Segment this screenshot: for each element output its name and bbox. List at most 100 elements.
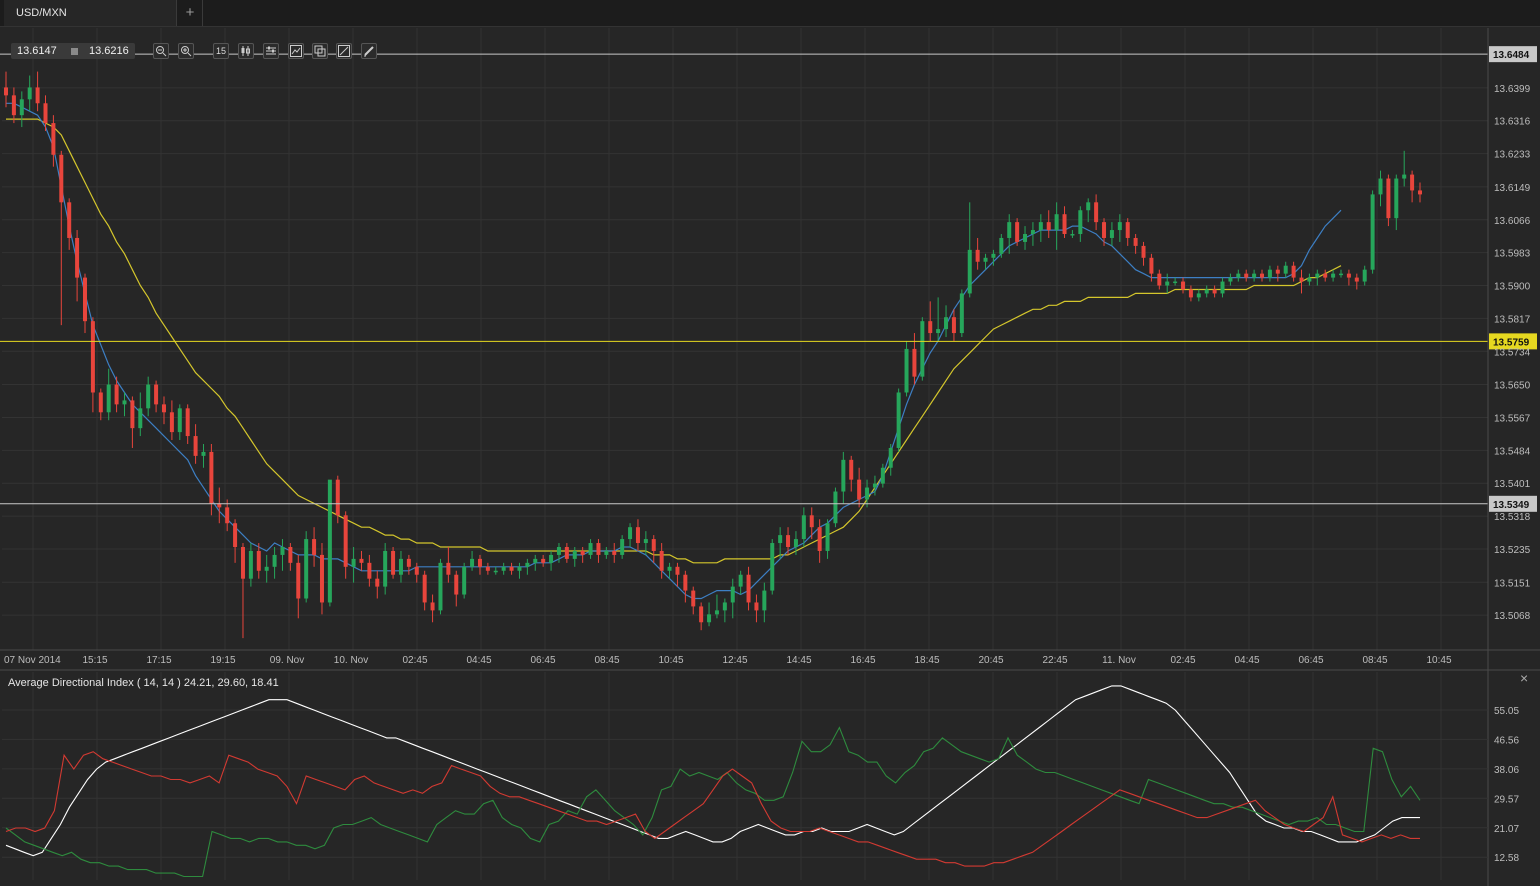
add-tab-button[interactable]: + — [178, 0, 203, 26]
price-tick-label: 13.5983 — [1494, 249, 1531, 260]
adx-tick-label: 12.58 — [1494, 853, 1519, 864]
price-level-label: 13.6484 — [1493, 50, 1530, 61]
candle-body — [1165, 281, 1170, 286]
candle-body — [1109, 230, 1114, 238]
candle — [1102, 218, 1107, 246]
candle-body — [549, 554, 554, 563]
candle-body — [485, 566, 490, 571]
candle-body — [90, 321, 95, 393]
candle — [1117, 214, 1122, 242]
candle — [1354, 273, 1359, 290]
zoom-out-icon — [156, 46, 167, 57]
candle-body — [1339, 273, 1344, 276]
adx-tick-label: 21.07 — [1494, 824, 1519, 835]
candle — [849, 455, 854, 492]
candle — [762, 582, 767, 623]
adx-line — [5, 685, 1420, 857]
candle-body — [1125, 222, 1130, 238]
candle-body — [51, 123, 56, 155]
candle-body — [525, 562, 530, 567]
interval-button[interactable]: 15 — [213, 43, 229, 59]
candle — [944, 305, 949, 338]
candle — [59, 150, 64, 326]
candle-body — [406, 558, 411, 567]
candle-body — [746, 574, 751, 603]
candle — [1030, 222, 1035, 246]
candle-body — [98, 392, 103, 413]
price-level-badge — [1489, 333, 1537, 350]
candle-body — [628, 527, 633, 540]
drawing-button[interactable] — [336, 43, 352, 59]
candle-body — [770, 543, 775, 591]
candle-body — [477, 558, 482, 567]
candle-body — [730, 586, 735, 603]
candle — [351, 546, 356, 583]
candle-body — [82, 277, 87, 322]
candle — [217, 487, 222, 524]
candle-body — [1046, 222, 1051, 231]
zoom-out-button[interactable] — [153, 43, 169, 59]
pencil-button[interactable] — [361, 43, 377, 59]
candle-body — [857, 479, 862, 500]
bid-price: 13.6147 — [17, 45, 57, 57]
candle — [35, 71, 40, 112]
candle — [517, 562, 522, 579]
candle — [130, 396, 135, 448]
tab-usd-mxn[interactable]: USD/MXN — [4, 0, 177, 26]
candle — [1283, 261, 1288, 278]
tab-bar: USD/MXN + — [0, 0, 1540, 27]
candle-body — [643, 539, 648, 544]
candle-body — [398, 558, 403, 575]
candle — [959, 289, 964, 338]
candle-body — [1228, 277, 1233, 282]
candle — [801, 507, 806, 547]
time-tick-label: 10:45 — [1426, 655, 1451, 666]
candle-body — [920, 321, 925, 377]
candle-body — [493, 570, 498, 573]
candle — [414, 562, 419, 583]
candle-body — [1094, 202, 1099, 223]
price-level-badge — [1489, 495, 1537, 512]
zoom-in-button[interactable] — [178, 43, 194, 59]
compare-button[interactable] — [312, 43, 328, 59]
candle-body — [596, 543, 601, 555]
candle-body — [1054, 214, 1059, 231]
candle — [817, 519, 822, 563]
candle — [1291, 261, 1296, 282]
candle — [912, 333, 917, 385]
close-panel-button[interactable]: × — [1520, 670, 1529, 686]
candle — [1054, 202, 1059, 250]
time-tick-label: 11. Nov — [1102, 655, 1136, 666]
candle-body — [343, 515, 348, 567]
candle-body — [983, 257, 988, 262]
candle-body — [604, 550, 609, 555]
indicator-button[interactable] — [288, 43, 304, 59]
candle — [722, 598, 727, 623]
time-tick-label: 14:45 — [786, 655, 811, 666]
candle — [201, 443, 206, 468]
candle — [193, 424, 198, 464]
candle — [477, 554, 482, 575]
chart-type-button[interactable] — [238, 43, 254, 59]
candle — [1267, 265, 1272, 282]
candle — [1125, 218, 1130, 246]
time-tick-label: 16:45 — [850, 655, 875, 666]
candle — [1188, 285, 1193, 302]
candle-body — [967, 249, 972, 294]
candle-body — [872, 483, 877, 488]
candle-body — [1244, 273, 1249, 278]
candle-body — [928, 321, 933, 334]
settings-button[interactable] — [263, 43, 279, 59]
candle — [256, 543, 261, 579]
price-tick-label: 13.5401 — [1494, 479, 1531, 490]
candle-body — [177, 408, 182, 433]
price-tick-label: 13.5151 — [1494, 578, 1531, 589]
candle — [1220, 277, 1225, 298]
candle — [240, 543, 245, 639]
candle — [793, 531, 798, 555]
price-tick-label: 13.6149 — [1494, 183, 1531, 194]
candle — [1378, 170, 1383, 207]
candle — [541, 554, 546, 567]
candle-body — [778, 535, 783, 544]
